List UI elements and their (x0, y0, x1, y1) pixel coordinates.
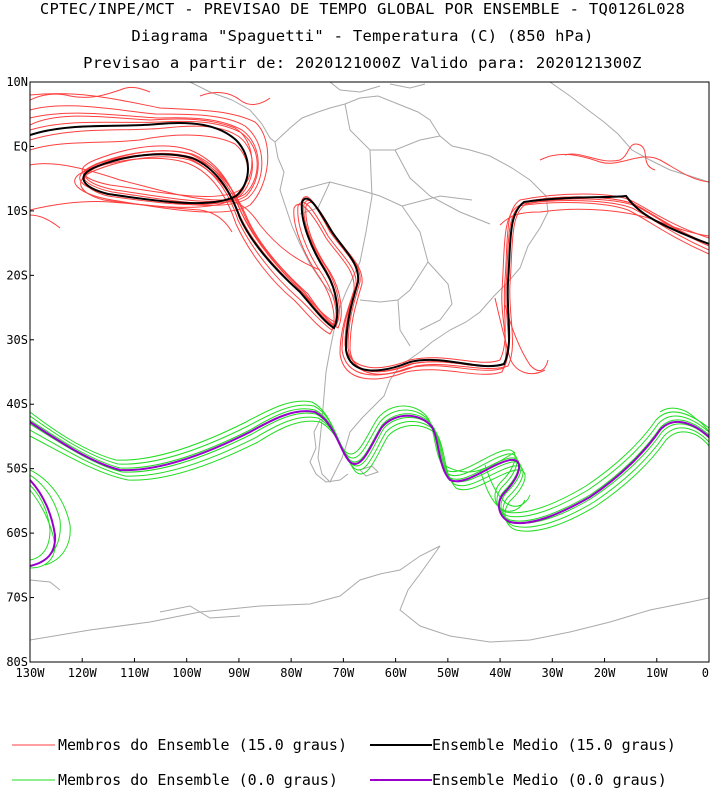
lon-tick-label: 20W (594, 666, 616, 680)
legend-label-members-0: Membros do Ensemble (0.0 graus) (58, 771, 338, 789)
members-15-lines (30, 82, 709, 380)
map-frame (29, 81, 710, 663)
legend-label-mean-0: Ensemble Medio (0.0 graus) (432, 771, 667, 789)
lon-tick-label: 10W (646, 666, 668, 680)
lat-tick-label: 10S (6, 204, 28, 218)
lon-tick-label: 40W (489, 666, 511, 680)
lon-tick-label: 30W (541, 666, 563, 680)
lon-tick-label: 70W (333, 666, 355, 680)
lat-tick-label: 10N (6, 75, 28, 89)
lon-tick-label: 130W (16, 666, 46, 680)
title-line-2: Diagrama "Spaguetti" - Temperatura (C) (… (131, 27, 594, 45)
lat-tick-label: 20S (6, 268, 28, 282)
title-line-3: Previsao a partir de: 2020121000Z Valido… (83, 54, 642, 72)
lon-tick-label: 110W (120, 666, 150, 680)
lat-tick-label: 30S (6, 333, 28, 347)
lat-tick-label: 60S (6, 526, 28, 540)
lon-tick-label: 90W (228, 666, 250, 680)
coastlines (30, 82, 709, 643)
lat-tick-label: 40S (6, 397, 28, 411)
lat-tick-label: 70S (6, 591, 28, 605)
longitude-axis: 130W 120W 110W 100W 90W 80W 70W 60W 50W 40W 30W 20W… (16, 658, 710, 680)
lon-tick-label: 100W (172, 666, 202, 680)
lon-tick-label: 120W (68, 666, 98, 680)
mean-0-line (30, 410, 709, 567)
legend-label-mean-15: Ensemble Medio (15.0 graus) (432, 736, 676, 754)
title-line-1: CPTEC/INPE/MCT - PREVISAO DE TEMPO GLOBA… (39, 0, 686, 18)
mean-15-line (30, 121, 709, 372)
lat-tick-label: EQ (14, 139, 28, 153)
lon-tick-label: 80W (280, 666, 302, 680)
lon-tick-label: 0 (702, 666, 709, 680)
lon-tick-label: 60W (385, 666, 407, 680)
legend: Membros do Ensemble (15.0 graus) Ensembl… (12, 736, 676, 789)
latitude-axis: 10N EQ 10S 20S 30S 40S 50S 60S 70S 80S (6, 75, 34, 669)
lat-tick-label: 50S (6, 462, 28, 476)
legend-label-members-15: Membros do Ensemble (15.0 graus) (58, 736, 347, 754)
lon-tick-label: 50W (437, 666, 459, 680)
lat-tick-label: 80S (6, 655, 28, 669)
